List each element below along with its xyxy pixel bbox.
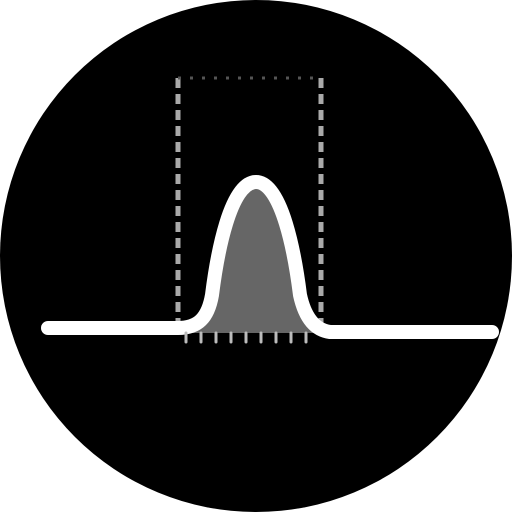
gaussian-curve (41, 175, 499, 339)
baseline-hatch-marks (184, 331, 308, 344)
